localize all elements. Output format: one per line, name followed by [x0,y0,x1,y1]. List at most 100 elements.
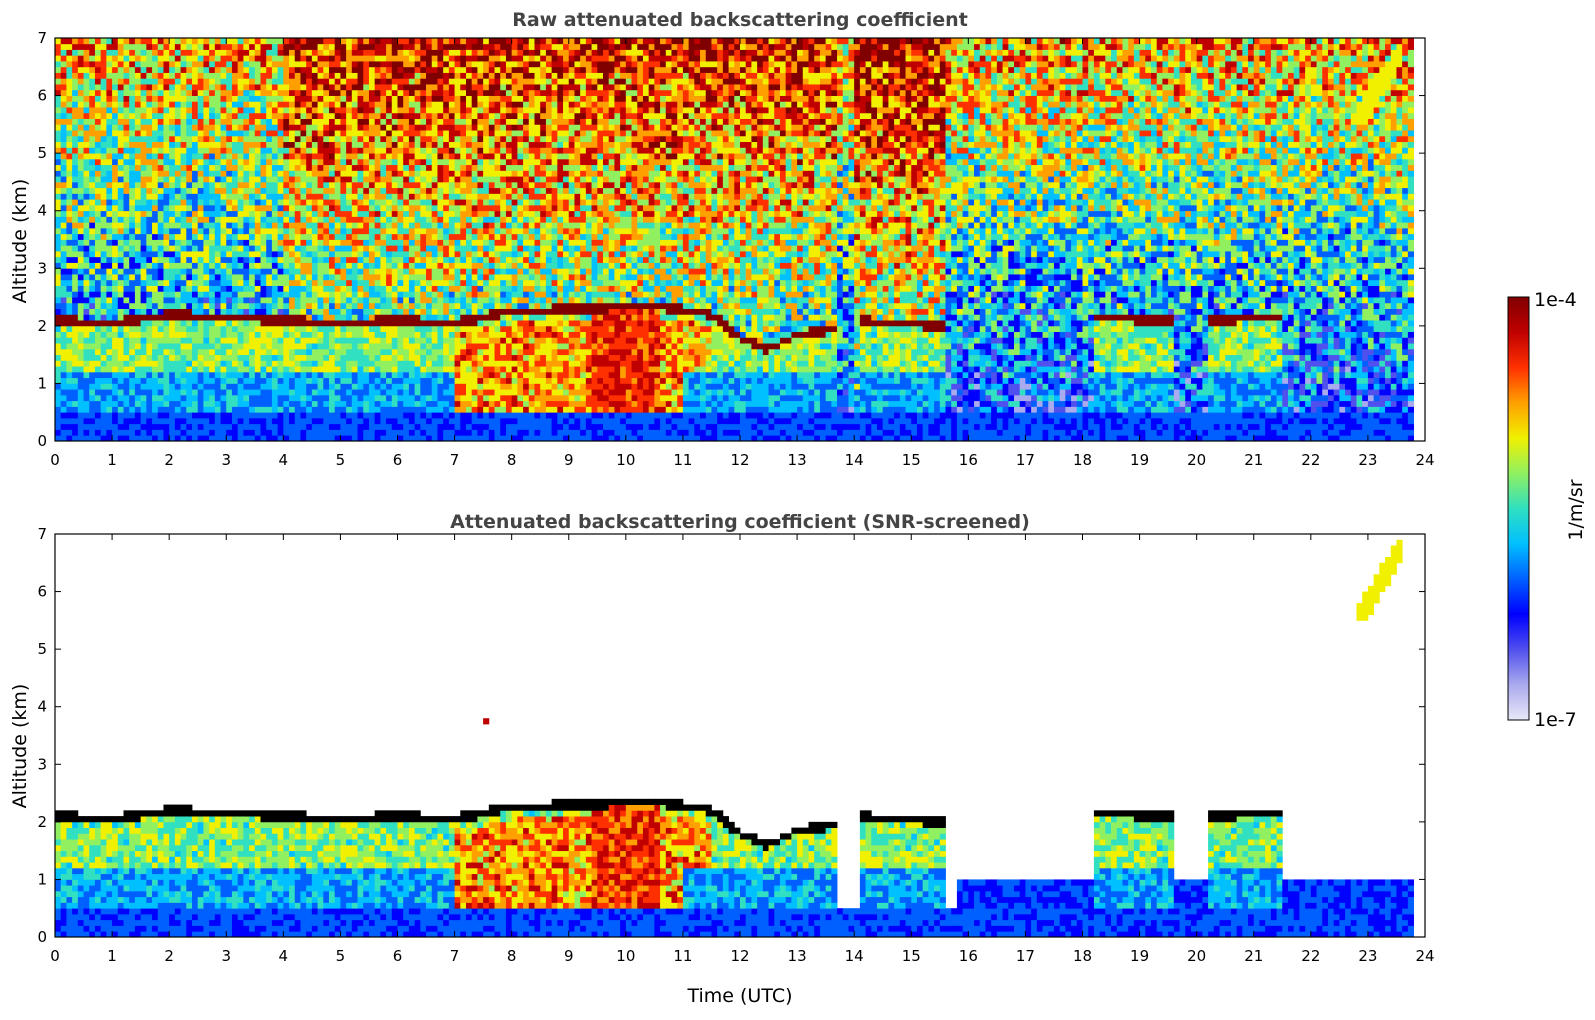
heatmap-cell [403,101,410,108]
heatmap-cell [100,84,107,91]
heatmap-cell [197,262,204,269]
heatmap-cell [460,337,467,344]
heatmap-cell [346,216,353,223]
heatmap-cell [66,297,73,304]
heatmap-cell [317,66,324,73]
heatmap-cell [289,233,296,240]
heatmap-cell [192,412,199,419]
heatmap-cell [266,412,273,419]
heatmap-cell [220,101,227,108]
heatmap-cell [408,337,416,344]
heatmap-cell [329,291,336,298]
heatmap-cell [311,95,318,102]
heatmap-cell [323,256,330,263]
heatmap-cell [420,383,427,390]
heatmap-cell [283,124,290,131]
heatmap-cell [152,314,159,321]
heatmap-cell [397,187,404,194]
heatmap-cell [169,112,176,119]
heatmap-cell [214,199,221,206]
heatmap-cell [460,348,467,356]
heatmap-cell [357,141,364,148]
heatmap-cell [334,95,341,102]
heatmap-cell [180,55,187,62]
heatmap-cell [55,38,62,45]
heatmap-cell [249,135,256,143]
heatmap-cell [289,181,296,189]
heatmap-cell [306,406,313,413]
heatmap-cell [186,153,193,160]
heatmap-cell [300,360,307,367]
heatmap-cell [112,216,119,223]
heatmap-cell [311,343,318,350]
heatmap-cell [197,147,204,154]
heatmap-cell [83,435,90,442]
heatmap-cell [123,66,130,73]
heatmap-cell [346,107,353,114]
heatmap-cell [134,274,142,281]
heatmap-cell [289,400,296,407]
heatmap-cell [368,400,376,407]
heatmap-cell [209,101,216,108]
heatmap-cell [363,348,370,356]
heatmap-cell [294,55,301,62]
heatmap-cell [129,245,136,252]
heatmap-cell [306,233,313,240]
heatmap-cell [414,187,421,194]
heatmap-cell [300,256,307,263]
heatmap-cell [249,394,256,402]
heatmap-cell [380,262,387,269]
heatmap-cell [134,394,142,402]
heatmap-cell [237,417,244,425]
heatmap-cell [380,394,387,402]
heatmap-cell [414,233,421,240]
heatmap-cell [340,84,347,91]
heatmap-cell [237,72,244,79]
heatmap-cell [163,274,170,281]
heatmap-cell [351,49,358,56]
heatmap-cell [134,55,142,62]
heatmap-cell [117,343,124,350]
heatmap-cell [277,164,284,171]
heatmap-cell [174,112,181,119]
heatmap-cell [180,251,187,258]
heatmap-cell [129,412,136,419]
heatmap-cell [186,360,193,367]
heatmap-cell [197,302,204,309]
heatmap-cell [266,124,273,131]
heatmap-cell [311,331,318,338]
heatmap-cell [300,354,307,361]
heatmap-cell [192,256,199,263]
heatmap-cell [123,371,130,379]
heatmap-cell [437,406,444,413]
heatmap-cell [243,153,250,160]
heatmap-cell [431,383,438,390]
heatmap-cell [180,389,187,396]
heatmap-cell [174,135,181,143]
heatmap-cell [100,302,107,309]
heatmap-cell [209,314,216,321]
heatmap-cell [397,274,404,281]
heatmap-cell [152,222,159,229]
heatmap-cell [300,204,307,212]
heatmap-cell [363,164,370,171]
heatmap-cell [380,78,387,85]
heatmap-cell [294,377,301,384]
heatmap-cell [100,417,107,425]
heatmap-cell [374,314,381,321]
heatmap-cell [311,124,318,131]
heatmap-cell [266,337,273,344]
heatmap-cell [391,354,398,361]
heatmap-cell [66,164,73,171]
heatmap-cell [329,193,336,200]
heatmap-cell [72,423,79,430]
heatmap-cell [323,297,330,304]
heatmap-cell [55,147,62,154]
heatmap-cell [226,210,233,217]
heatmap-cell [174,216,181,223]
heatmap-cell [146,377,153,384]
heatmap-cell [357,285,364,292]
heatmap-cell [89,366,96,373]
heatmap-cell [300,49,307,56]
heatmap-cell [169,343,176,350]
